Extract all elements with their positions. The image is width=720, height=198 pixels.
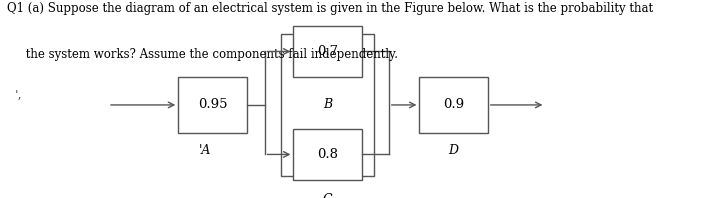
Bar: [179, 77, 246, 133]
Bar: [419, 77, 488, 133]
Text: the system works? Assume the components fail independently.: the system works? Assume the components …: [7, 48, 398, 61]
Text: D: D: [449, 144, 459, 157]
Bar: [281, 34, 374, 176]
Text: 0.7: 0.7: [317, 45, 338, 58]
Text: 0.9: 0.9: [443, 98, 464, 111]
Text: 0.8: 0.8: [317, 148, 338, 161]
Text: B: B: [323, 98, 332, 111]
Text: 0.95: 0.95: [198, 98, 227, 111]
Text: 'A: 'A: [199, 144, 212, 157]
Text: Q1 (a) Suppose the diagram of an electrical system is given in the Figure below.: Q1 (a) Suppose the diagram of an electri…: [7, 2, 653, 15]
Text: C: C: [323, 193, 333, 198]
Text: ',: ',: [14, 89, 22, 102]
Bar: [294, 26, 362, 77]
Bar: [294, 129, 362, 180]
